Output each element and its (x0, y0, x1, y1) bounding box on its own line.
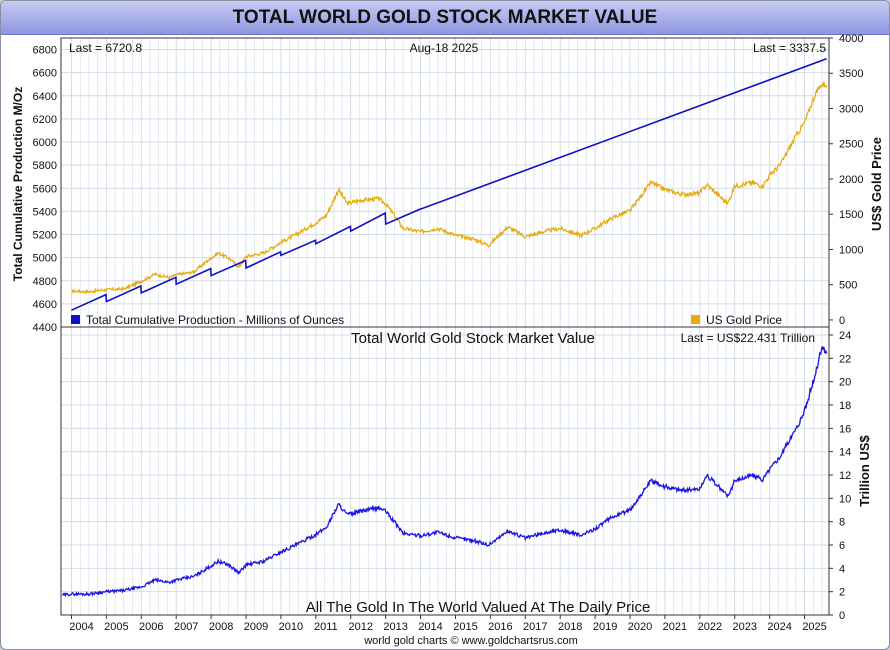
bottom-right-tick-label: 22 (839, 353, 851, 365)
top-left-tick-label: 5000 (33, 253, 57, 265)
x-tick-label: 2009 (244, 621, 268, 633)
bottom-last-label: Last = US$22.431 Trillion (681, 331, 815, 345)
x-tick-label: 2016 (488, 621, 512, 633)
x-tick-label: 2022 (698, 621, 722, 633)
x-tick-label: 2014 (418, 621, 442, 633)
x-tick-label: 2007 (174, 621, 198, 633)
x-tick-label: 2008 (209, 621, 233, 633)
legend-gold-label: US Gold Price (706, 313, 782, 327)
top-last-left-label: Last = 6720.8 (69, 41, 142, 55)
top-left-axis-label: Total Cumulative Production M/Oz (11, 87, 25, 281)
bottom-right-tick-label: 4 (839, 563, 845, 575)
bottom-right-tick-label: 12 (839, 470, 851, 482)
top-left-tick-label: 6200 (33, 114, 57, 126)
top-left-tick-label: 6600 (33, 68, 57, 80)
bottom-right-tick-label: 8 (839, 517, 845, 529)
top-right-tick-label: 4000 (839, 33, 863, 45)
top-right-axis-label: US$ Gold Price (869, 137, 884, 231)
market-value-line (62, 346, 828, 598)
top-left-tick-label: 5800 (33, 160, 57, 172)
legend-production-label: Total Cumulative Production - Millions o… (86, 313, 344, 327)
bottom-panel-grid (61, 327, 829, 616)
x-tick-label: 2015 (453, 621, 477, 633)
x-axis-ticks: 2004 2005 2006 2007 2008 2009 2010 2011 2012 2013… (69, 615, 827, 633)
x-tick-label: 2019 (593, 621, 617, 633)
bottom-right-tick-label: 14 (839, 447, 851, 459)
top-left-tick-label: 4400 (33, 322, 57, 334)
chart-title: TOTAL WORLD GOLD STOCK MARKET VALUE (1, 1, 889, 35)
top-left-tick-label: 4800 (33, 276, 57, 288)
x-tick-label: 2018 (558, 621, 582, 633)
x-tick-label: 2023 (733, 621, 757, 633)
top-left-axis-ticks: 4400 4600 4800 5000 5200 5400 5600 5800 6000 6200… (33, 45, 57, 334)
bottom-right-tick-label: 16 (839, 423, 851, 435)
x-tick-label: 2006 (139, 621, 163, 633)
top-right-tick-label: 3000 (839, 103, 863, 115)
bottom-panel-frame (60, 326, 830, 616)
bottom-right-tick-label: 18 (839, 400, 851, 412)
bottom-right-axis-label: Trillion US$ (857, 434, 872, 506)
x-tick-label: 2020 (628, 621, 652, 633)
footer-credit: world gold charts © www.goldchartsrus.co… (363, 635, 578, 647)
x-tick-label: 2010 (279, 621, 303, 633)
top-left-tick-label: 6000 (33, 137, 57, 149)
top-right-tick-label: 500 (839, 280, 857, 292)
x-tick-label: 2025 (802, 621, 826, 633)
legend-gold-swatch (691, 315, 700, 324)
gold-price-line (71, 81, 828, 295)
bottom-right-tick-label: 0 (839, 610, 845, 622)
top-right-tick-label: 2500 (839, 139, 863, 151)
production-line (71, 57, 827, 311)
bottom-panel-title: Total World Gold Stock Market Value (351, 330, 595, 347)
x-tick-label: 2011 (314, 621, 338, 633)
x-tick-label: 2013 (383, 621, 407, 633)
top-right-tick-label: 1500 (839, 209, 863, 221)
top-left-tick-label: 4600 (33, 299, 57, 311)
top-last-right-label: Last = 3337.5 (753, 41, 826, 55)
x-tick-label: 2004 (69, 621, 93, 633)
top-right-axis-ticks: 0 500 1000 1500 2000 2500 3000 3500 4000 (829, 33, 863, 327)
top-left-tick-label: 5400 (33, 206, 57, 218)
top-right-tick-label: 2000 (839, 174, 863, 186)
top-right-tick-label: 3500 (839, 68, 863, 80)
top-right-tick-label: 1000 (839, 244, 863, 256)
top-left-tick-label: 6400 (33, 91, 57, 103)
bottom-right-tick-label: 24 (839, 330, 851, 342)
x-tick-label: 2017 (523, 621, 547, 633)
bottom-right-tick-label: 2 (839, 587, 845, 599)
top-left-tick-label: 5200 (33, 230, 57, 242)
x-tick-label: 2021 (663, 621, 687, 633)
x-tick-label: 2005 (104, 621, 128, 633)
bottom-right-tick-label: 20 (839, 377, 851, 389)
bottom-panel-subtitle: All The Gold In The World Valued At The … (306, 599, 651, 616)
x-tick-label: 2024 (767, 621, 791, 633)
bottom-right-tick-label: 10 (839, 493, 851, 505)
bottom-right-tick-label: 6 (839, 540, 845, 552)
top-left-tick-label: 6800 (33, 45, 57, 57)
legend-production-swatch (71, 315, 80, 324)
top-left-tick-label: 5600 (33, 183, 57, 195)
x-tick-label: 2012 (349, 621, 373, 633)
top-right-tick-label: 0 (839, 315, 845, 327)
date-label: Aug-18 2025 (410, 41, 479, 55)
